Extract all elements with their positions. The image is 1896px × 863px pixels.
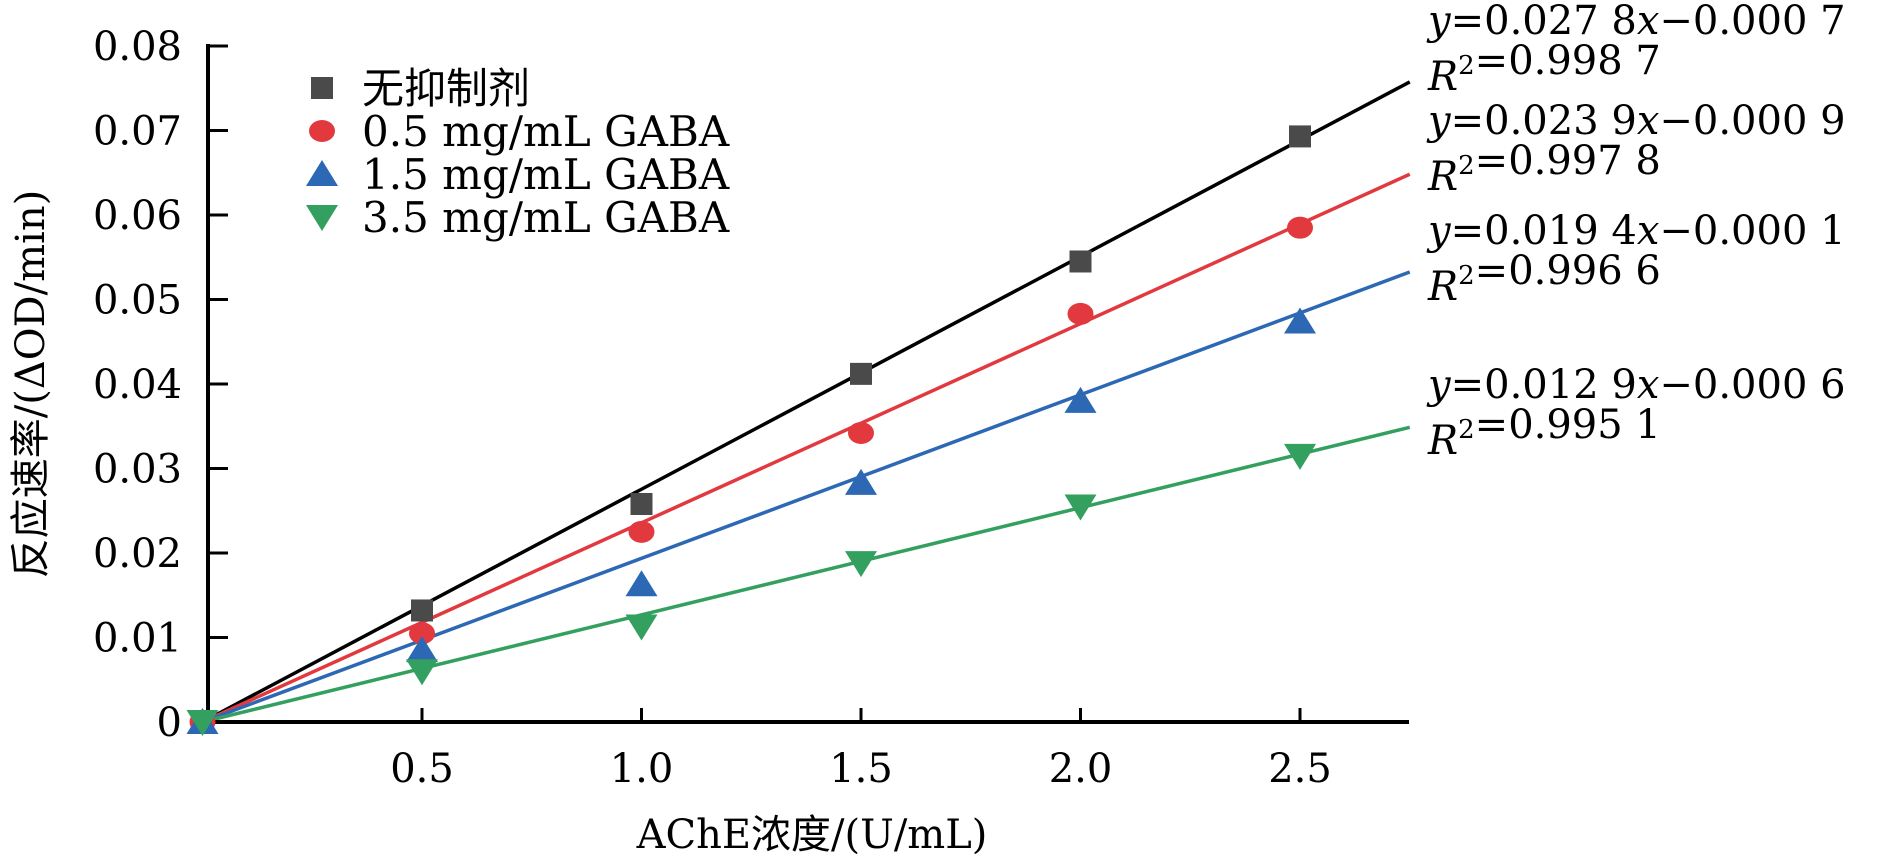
x-tick-label: 2.0 <box>1049 746 1113 792</box>
data-point-s2-p4 <box>1064 386 1097 413</box>
data-point-s3-p5 <box>1284 443 1316 470</box>
legend-marker-3 <box>306 205 338 231</box>
axes: 0 0.01 0.02 0.03 0.04 0.05 0.06 0.07 0.08 0.5 1.0 1… <box>93 24 1409 792</box>
fit-lines <box>201 80 1411 724</box>
legend-marker-0 <box>311 77 333 99</box>
legend-label-0: 无抑制剂 <box>362 64 530 113</box>
data-point-s1-p3 <box>848 422 874 445</box>
fit-line-0 <box>201 80 1411 724</box>
legend-label-2: 1.5 mg/mL GABA <box>362 150 730 199</box>
data-point-s2-p2 <box>625 570 658 597</box>
data-point-s1-p2 <box>628 520 655 543</box>
r2-label-1: R2=0.997 8 <box>1427 138 1661 200</box>
r2-label-0: R2=0.998 7 <box>1427 38 1661 100</box>
data-point-s1-p5 <box>1287 216 1313 239</box>
data-point-s0-p1 <box>411 599 433 622</box>
data-point-s3-p0 <box>186 710 219 736</box>
equation-label-2: y=0.019 4x−0.000 1 <box>1426 208 1846 254</box>
data-point-s1-p4 <box>1067 302 1094 325</box>
y-tick-label: 0.03 <box>93 447 182 493</box>
data-point-s3-p1 <box>406 659 438 686</box>
data-point-s0-p5 <box>1289 125 1311 148</box>
y-tick-label: 0.05 <box>93 278 182 324</box>
x-tick-label: 2.5 <box>1268 746 1332 792</box>
fit-line-3 <box>202 425 1411 724</box>
r2-label-3: R2=0.995 1 <box>1427 402 1661 464</box>
y-axis-title: 反应速率/(ΔOD/min) <box>8 190 54 578</box>
x-tick-label: 1.0 <box>610 746 674 792</box>
equation-label-0: y=0.027 8x−0.000 7 <box>1426 0 1846 44</box>
data-point-s0-p3 <box>850 362 872 385</box>
x-tick-label: 1.5 <box>829 746 893 792</box>
y-tick-label: 0 <box>157 700 182 746</box>
data-point-s3-p2 <box>625 614 658 641</box>
data-point-s2-p1 <box>406 636 438 663</box>
fit-line-1 <box>201 172 1411 724</box>
r2-label-2: R2=0.996 6 <box>1427 248 1661 310</box>
data-point-s3-p4 <box>1064 494 1097 521</box>
y-tick-label: 0.04 <box>93 362 182 408</box>
y-tick-label: 0.01 <box>93 616 182 662</box>
equation-label-1: y=0.023 9x−0.000 9 <box>1426 98 1846 144</box>
legend-marker-2 <box>306 160 338 186</box>
x-tick-label: 0.5 <box>390 746 454 792</box>
x-axis-title: AChE浓度/(U/mL) <box>636 812 988 858</box>
y-tick-label: 0.08 <box>93 24 182 70</box>
y-tick-label: 0.07 <box>93 109 182 155</box>
legend-marker-1 <box>309 120 335 142</box>
data-point-s1-p1 <box>409 622 435 645</box>
data-point-s2-p3 <box>845 468 877 495</box>
data-point-s0-p2 <box>630 492 653 515</box>
legend-label-3: 3.5 mg/mL GABA <box>362 193 730 242</box>
data-point-s2-p5 <box>1284 307 1316 334</box>
y-tick-label: 0.02 <box>93 531 182 577</box>
equation-label-3: y=0.012 9x−0.000 6 <box>1426 362 1846 408</box>
fit-line-2 <box>201 270 1411 724</box>
markers <box>186 125 1316 736</box>
data-point-s3-p3 <box>845 551 877 578</box>
data-point-s0-p4 <box>1069 250 1092 273</box>
y-tick-label: 0.06 <box>93 193 182 239</box>
legend-label-1: 0.5 mg/mL GABA <box>362 107 730 156</box>
equations: y=0.027 8x−0.000 7R2=0.998 7y=0.023 9x−0… <box>1426 0 1846 464</box>
